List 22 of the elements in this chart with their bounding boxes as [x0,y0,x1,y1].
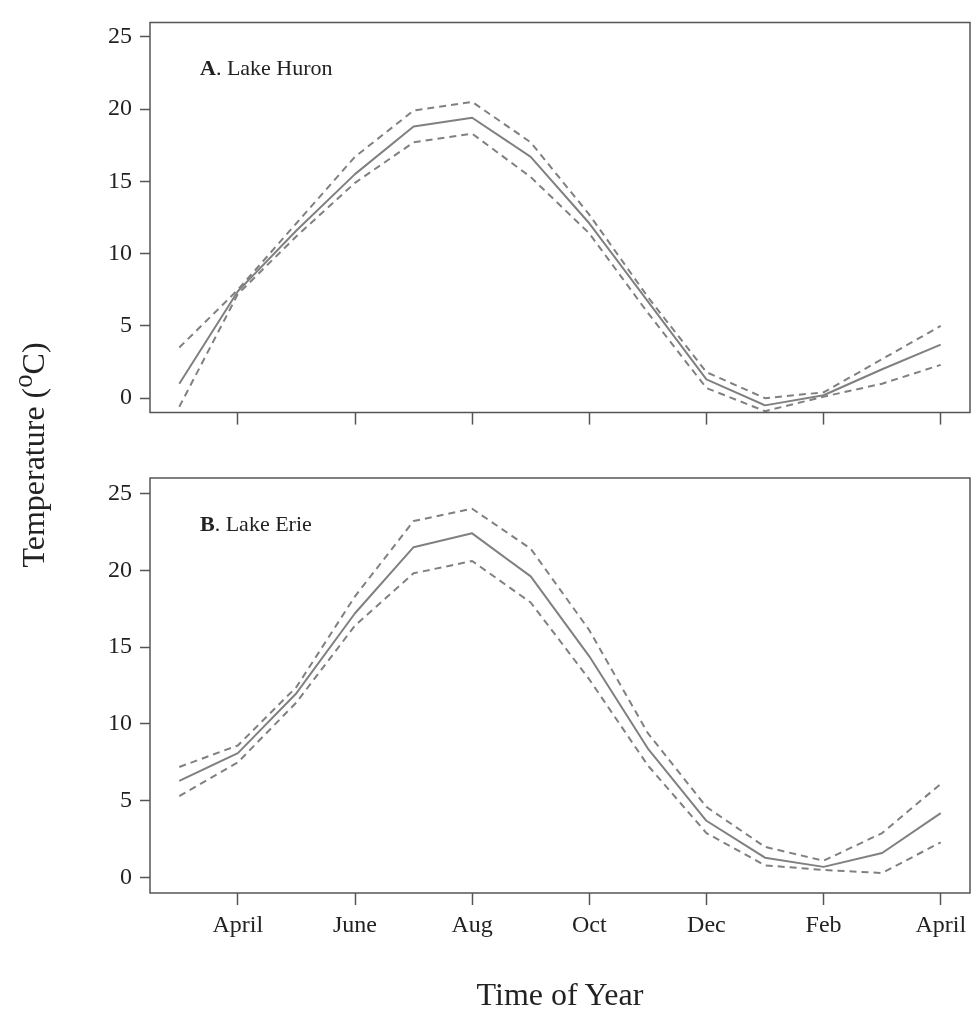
x-tick-label: June [333,910,377,937]
x-tick-label: Oct [571,910,607,937]
x-axis-title: Time of Year [476,976,644,1013]
y-tick-label: 10 [108,238,132,265]
x-tick-label: April [915,910,967,937]
y-tick-label: 5 [120,786,132,813]
y-tick-label: 5 [120,311,132,338]
y-tick-label: 0 [120,862,132,889]
y-tick-label: 25 [108,22,132,49]
text: B. Lake Erie [200,510,312,536]
y-tick-label: 15 [108,166,132,193]
x-tick-label: Dec [687,910,726,937]
y-tick-label: 20 [108,94,132,121]
y-tick-label: 20 [108,555,132,582]
x-tick-label: April [212,910,264,937]
y-tick-label: 10 [108,709,132,736]
x-tick-label: Aug [451,910,493,937]
x-tick-label: Feb [805,910,842,937]
y-tick-label: 25 [108,478,132,505]
y-tick-label: 15 [108,632,132,659]
text: A. Lake Huron [200,55,333,81]
y-tick-label: 0 [120,383,132,410]
